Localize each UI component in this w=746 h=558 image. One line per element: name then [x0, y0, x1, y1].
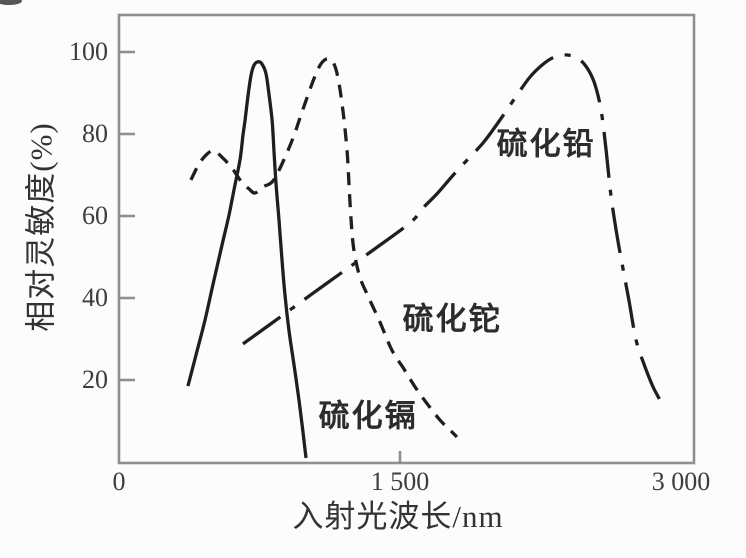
y-tick-label: 60	[82, 201, 108, 230]
curve-label-lead-sulfide: 硫化铅	[496, 126, 596, 162]
x-tick-label: 3 000	[651, 467, 711, 496]
curve-lead-sulfide	[242, 53, 662, 401]
x-axis-title: 入射光波长/nm	[292, 499, 504, 534]
curve-label-cadmium-sulfide: 硫化镉	[318, 398, 418, 434]
curve-label-thallium-sulfide: 硫化铊	[402, 301, 502, 337]
x-tick-label: 1 500	[370, 467, 430, 496]
y-axis-title: 相对灵敏度(%)	[23, 122, 59, 332]
plot-frame	[117, 13, 696, 465]
x-tick-label: 0	[112, 467, 126, 496]
curve-thallium-sulfide	[189, 57, 459, 439]
y-tick-label: 80	[82, 119, 108, 148]
y-tick-label: 100	[69, 37, 108, 66]
curve-cadmium-sulfide	[186, 60, 308, 459]
y-tick-label: 20	[82, 365, 108, 394]
scan-artifact	[0, 0, 22, 5]
y-tick-label: 40	[82, 283, 108, 312]
